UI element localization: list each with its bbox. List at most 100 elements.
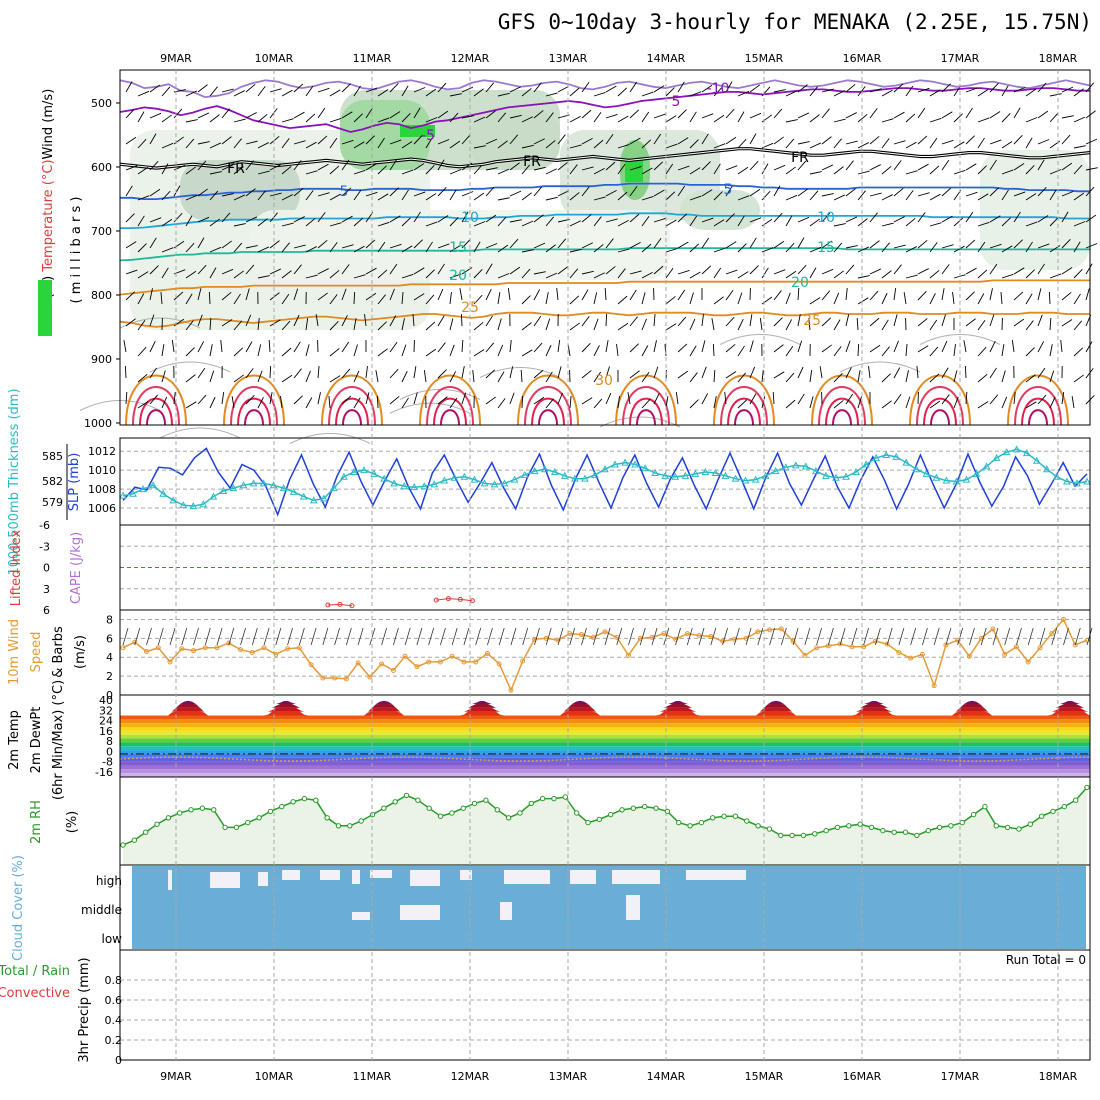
date-label-bottom: 15MAR bbox=[745, 1070, 784, 1083]
wind-barb bbox=[197, 216, 210, 223]
wind-speed-marker bbox=[332, 675, 338, 681]
wind-barb bbox=[689, 292, 694, 305]
wind-speed-marker bbox=[578, 632, 584, 638]
wind-barb bbox=[905, 85, 914, 97]
rh-marker bbox=[778, 832, 784, 839]
wind-barb bbox=[161, 218, 173, 227]
wind-barb bbox=[1061, 115, 1074, 119]
wind-barb-10m bbox=[792, 627, 799, 646]
thickness-marker bbox=[410, 483, 419, 491]
pressure-tick-label: 600 bbox=[91, 161, 112, 174]
wind-barb bbox=[1073, 192, 1085, 201]
rh-marker bbox=[517, 810, 523, 816]
thickness-marker bbox=[972, 469, 981, 477]
wind-barb bbox=[269, 268, 282, 275]
wind-barb bbox=[257, 86, 266, 97]
wind-barb bbox=[245, 160, 254, 171]
wind-speed-marker bbox=[343, 676, 349, 682]
isotherm-label: 10 bbox=[817, 210, 835, 226]
li-tick-label: 3 bbox=[43, 583, 50, 596]
wind-barb bbox=[605, 85, 617, 93]
wind-barb bbox=[268, 339, 271, 353]
low-level-isotherm bbox=[342, 409, 362, 426]
wind-barb bbox=[952, 292, 955, 305]
wind-barb bbox=[209, 218, 220, 227]
wind-barb bbox=[125, 165, 138, 171]
low-level-isotherm bbox=[244, 409, 264, 426]
wind-barb bbox=[1037, 288, 1042, 301]
thickness-marker bbox=[139, 485, 147, 493]
wind-barb bbox=[857, 218, 868, 227]
wind-barb bbox=[1013, 267, 1025, 275]
wind-barb bbox=[137, 166, 149, 175]
wind-barb bbox=[315, 314, 319, 327]
thickness-marker bbox=[882, 450, 891, 459]
wind-barb bbox=[713, 191, 723, 201]
wind-tick-label: 2 bbox=[106, 670, 113, 683]
wind-barb bbox=[281, 89, 293, 97]
wind-barb bbox=[209, 86, 218, 97]
wind-barb bbox=[869, 164, 881, 171]
temp-tick-label: 0 bbox=[106, 745, 113, 758]
wind-barb bbox=[125, 318, 136, 327]
wind-barb bbox=[557, 266, 568, 275]
wind-barb bbox=[701, 366, 707, 379]
wind-barb bbox=[761, 190, 771, 201]
wind-barb bbox=[293, 140, 306, 145]
wind-barb bbox=[328, 396, 331, 409]
wind-barb-10m bbox=[733, 627, 740, 646]
wind-barb bbox=[941, 159, 950, 171]
low-level-isotherm bbox=[230, 386, 278, 426]
low-level-isotherm bbox=[629, 397, 663, 426]
wind-barb bbox=[677, 109, 687, 119]
wind-barb bbox=[1049, 112, 1059, 123]
wind-barb-10m bbox=[604, 627, 611, 646]
wind-barb bbox=[737, 138, 747, 149]
wind-barb bbox=[737, 271, 749, 279]
wind-barb bbox=[557, 366, 562, 379]
wind-speed-marker bbox=[202, 645, 208, 651]
thickness-marker bbox=[450, 473, 459, 481]
cloud-layer-label: high bbox=[96, 874, 122, 888]
wind-speed-marker bbox=[249, 650, 255, 655]
precip-panel bbox=[120, 979, 1090, 1041]
wind-barb bbox=[557, 238, 567, 249]
rh-marker bbox=[505, 815, 512, 821]
isotherm-label: -10 bbox=[707, 81, 730, 97]
wind-barb bbox=[965, 239, 976, 249]
rh-shading-region bbox=[180, 160, 300, 220]
rh-marker bbox=[936, 824, 943, 831]
dewpoint-line bbox=[119, 756, 1091, 762]
wind-speed-marker bbox=[473, 659, 479, 665]
wind-barb bbox=[773, 344, 784, 353]
wind-barb bbox=[797, 393, 805, 405]
wind-barb bbox=[401, 141, 413, 149]
wind-ylabel-2-part: Speed bbox=[29, 632, 44, 673]
wind-barb bbox=[749, 314, 753, 327]
cloud-gap bbox=[320, 870, 340, 880]
wind-barb bbox=[208, 291, 211, 305]
wind-barb bbox=[353, 344, 358, 357]
wind-barb bbox=[617, 268, 626, 279]
wind-barb bbox=[797, 366, 804, 379]
thickness-marker bbox=[159, 489, 168, 497]
wind-barb bbox=[437, 187, 447, 197]
wind-barb bbox=[521, 295, 531, 305]
wind-barb bbox=[964, 365, 967, 379]
wind-barb bbox=[365, 267, 377, 275]
cloud-gap bbox=[352, 870, 360, 884]
wind-barb-10m bbox=[686, 627, 693, 646]
wind-barb bbox=[605, 313, 608, 327]
wind-barb bbox=[665, 268, 674, 279]
wind-barb bbox=[917, 87, 930, 93]
slp-tick-label: 1008 bbox=[88, 483, 116, 496]
wind-barb bbox=[473, 164, 483, 175]
wind-barb bbox=[1073, 320, 1083, 331]
wind-barb bbox=[797, 340, 803, 353]
wind-barb bbox=[881, 89, 893, 97]
wind-barb bbox=[353, 113, 363, 123]
wind-barb bbox=[1025, 88, 1037, 97]
wind-barb bbox=[1049, 189, 1057, 201]
wind-barb bbox=[161, 344, 165, 357]
wind-barb bbox=[329, 137, 338, 149]
